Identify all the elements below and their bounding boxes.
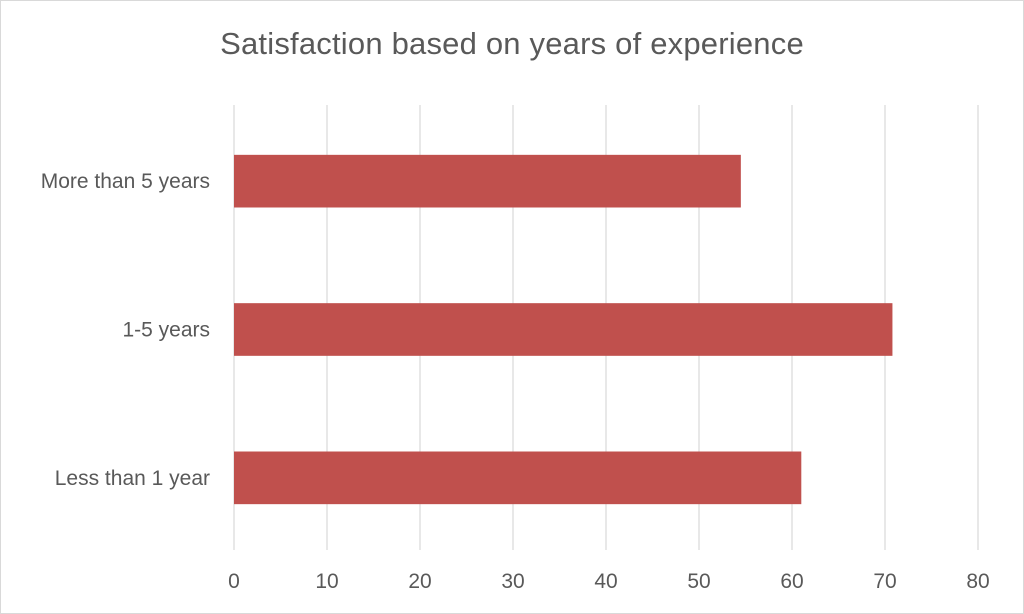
- x-tick-label: 0: [228, 570, 240, 593]
- category-label: 1-5 years: [122, 319, 210, 342]
- x-tick-label: 60: [780, 570, 803, 593]
- x-tick-label: 20: [408, 570, 431, 593]
- x-tick-label: 80: [966, 570, 989, 593]
- x-tick-label: 40: [594, 570, 617, 593]
- x-axis-ticks: 0 10 20 30 40 50 60 70 80: [228, 570, 990, 593]
- x-tick-label: 30: [501, 570, 524, 593]
- bar: [234, 451, 802, 505]
- category-label: More than 5 years: [41, 170, 210, 193]
- x-tick-label: 70: [873, 570, 896, 593]
- y-axis-labels: More than 5 years 1-5 years Less than 1 ye…: [41, 170, 210, 490]
- bar: [234, 154, 741, 208]
- bars: [234, 154, 893, 505]
- category-label: Less than 1 year: [55, 467, 210, 490]
- chart-title: Satisfaction based on years of experienc…: [220, 26, 804, 61]
- bar: [234, 303, 893, 356]
- x-tick-label: 50: [687, 570, 710, 593]
- x-tick-label: 10: [315, 570, 338, 593]
